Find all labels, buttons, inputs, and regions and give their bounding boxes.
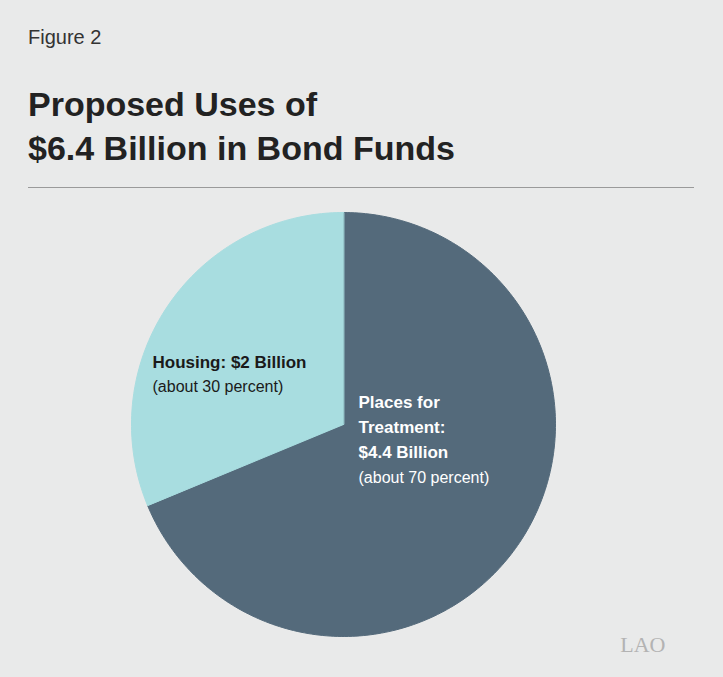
svg-text:(about 30 percent): (about 30 percent) — [153, 378, 284, 395]
html-text:Figure 2: Figure 2 — [28, 26, 102, 48]
svg-text:Places forTreatment:$4.4 Billi: Places forTreatment:$4.4 Billion — [359, 393, 449, 462]
svg-text:LAO: LAO — [620, 632, 665, 657]
svg-text:Housing: $2 Billion: Housing: $2 Billion — [153, 353, 307, 372]
html-text:Proposed Uses of $6.4 Billion: Proposed Uses of $6.4 Billion in Bond Fu… — [28, 85, 455, 167]
svg-text:(about 70 percent): (about 70 percent) — [359, 469, 490, 486]
